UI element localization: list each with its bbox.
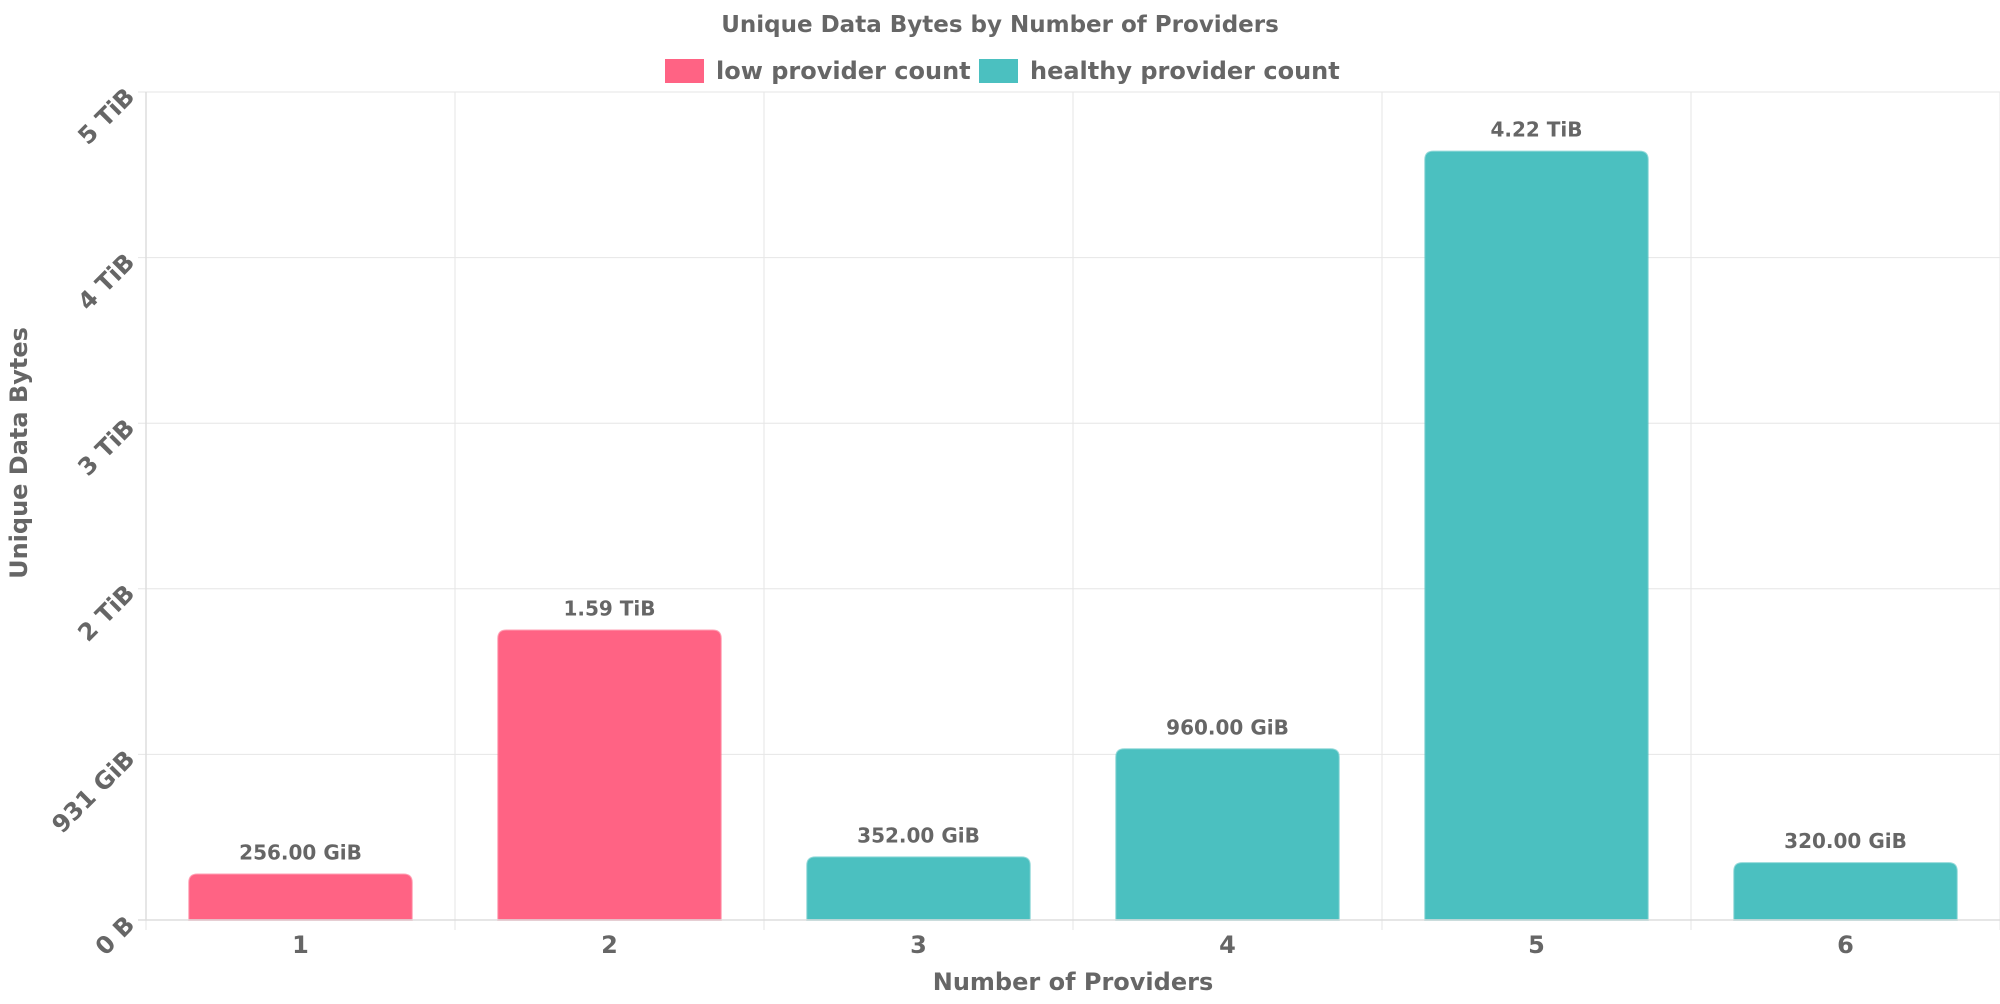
- x-axis-title: Number of Providers: [933, 968, 1213, 996]
- y-axis: 0 B 931 GiB 2 TiB 3 TiB 4 TiB 5 TiB: [46, 82, 147, 961]
- chart-title: Unique Data Bytes by Number of Providers: [721, 12, 1279, 38]
- y-axis-title: Unique Data Bytes: [5, 327, 33, 579]
- y-tick-label: 931 GiB: [46, 745, 140, 839]
- x-tick-label: 6: [1837, 931, 1854, 959]
- bar-6[interactable]: [1733, 862, 1958, 921]
- x-tick-label: 4: [1219, 931, 1236, 959]
- bar-4[interactable]: [1115, 748, 1340, 921]
- x-axis: 1 2 3 4 5 6: [138, 919, 2000, 959]
- x-tick-label: 1: [292, 931, 309, 959]
- data-label-6: 320.00 GiB: [1784, 829, 1907, 853]
- legend-item-low[interactable]: low provider count: [665, 57, 971, 85]
- legend-label-healthy: healthy provider count: [1030, 57, 1340, 85]
- data-label-2: 1.59 TiB: [563, 596, 655, 620]
- x-tick-label: 2: [601, 931, 618, 959]
- data-label-5: 4.22 TiB: [1490, 118, 1582, 142]
- x-tick-label: 3: [910, 931, 927, 959]
- y-tick-label: 5 TiB: [72, 82, 140, 150]
- grid-layer: [138, 91, 2000, 930]
- data-labels-layer: 256.00 GiB 1.59 TiB 352.00 GiB 960.00 GiB 4.…: [239, 118, 1907, 865]
- y-tick-label: 0 B: [90, 910, 140, 960]
- bars-layer: [188, 150, 1958, 921]
- legend-label-low: low provider count: [716, 57, 971, 85]
- y-tick-label: 3 TiB: [72, 414, 140, 482]
- y-tick-label: 4 TiB: [72, 248, 140, 316]
- legend-item-healthy[interactable]: healthy provider count: [979, 57, 1340, 85]
- legend-swatch-healthy: [979, 59, 1018, 83]
- bar-2[interactable]: [497, 629, 722, 921]
- bar-3[interactable]: [806, 856, 1031, 921]
- bar-5[interactable]: [1424, 150, 1649, 921]
- legend[interactable]: low provider count healthy provider coun…: [665, 57, 1340, 85]
- data-label-3: 352.00 GiB: [857, 823, 980, 847]
- data-label-4: 960.00 GiB: [1166, 715, 1289, 739]
- x-tick-label: 5: [1528, 931, 1545, 959]
- legend-swatch-low: [665, 59, 704, 83]
- data-label-1: 256.00 GiB: [239, 840, 362, 864]
- bar-1[interactable]: [188, 873, 413, 921]
- y-tick-label: 2 TiB: [72, 579, 140, 647]
